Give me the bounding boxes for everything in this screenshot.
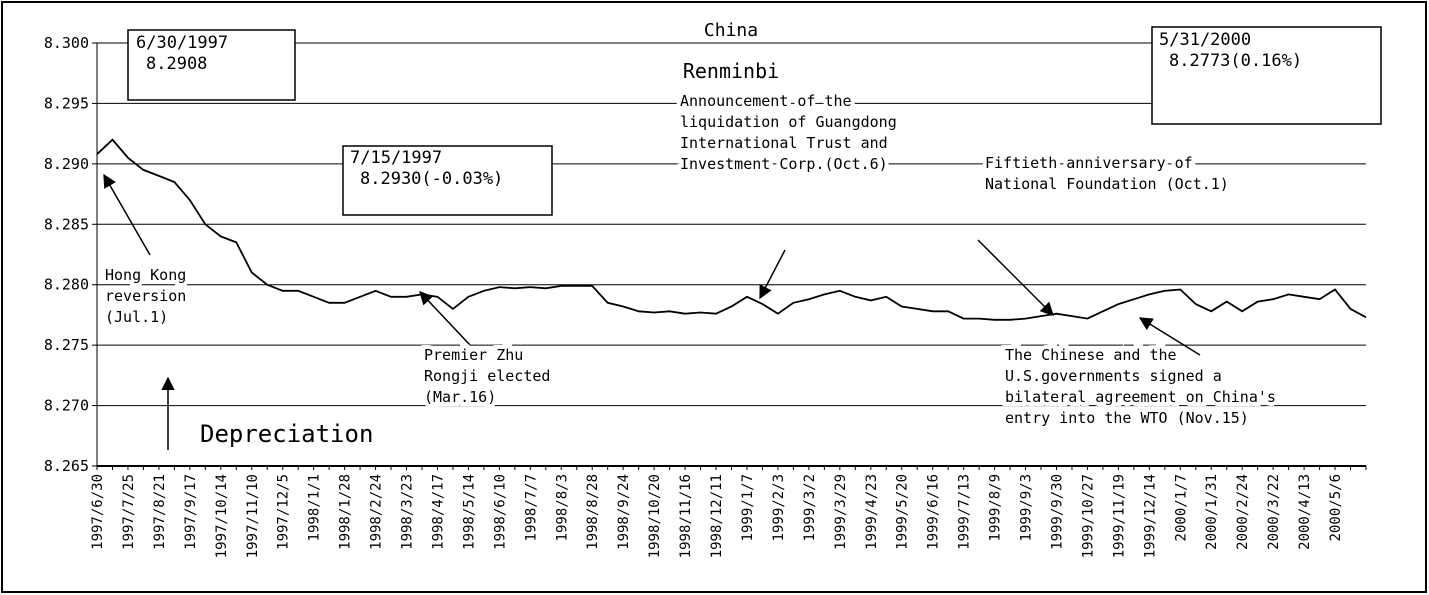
x-tick-label: 1998/5/14 <box>461 474 477 550</box>
x-tick-label: 1998/2/24 <box>369 474 385 550</box>
annotation-text: Depreciation <box>200 420 373 448</box>
y-tick-label: 8.290 <box>44 155 89 173</box>
grid: 8.265 8.270 8.275 8.280 8.285 8.290 8.295 8.300… <box>44 34 1367 558</box>
x-tick-label: 1998/9/24 <box>616 474 632 550</box>
x-tick-label: 1999/2/3 <box>771 474 787 541</box>
x-tick-label: 1999/10/27 <box>1080 474 1096 558</box>
annotation-text: Announcement of the <box>680 92 852 110</box>
x-tick-label: 1999/5/20 <box>895 474 911 550</box>
arrow <box>103 173 151 256</box>
annotation-text: Fiftieth anniversary of <box>985 154 1193 172</box>
annotation-text: 6/30/1997 <box>136 33 228 53</box>
arrow <box>759 249 786 300</box>
x-tick-label: 1999/9/30 <box>1049 474 1065 550</box>
annotation-text: Hong Kong <box>105 266 186 284</box>
x-tick-label: 1998/4/17 <box>430 474 446 550</box>
annotation-text: (Mar.16) <box>424 388 496 406</box>
x-tick-label: 1998/3/23 <box>400 474 416 550</box>
x-tick-label: 1999/8/9 <box>988 474 1004 541</box>
x-tick-label: 2000/2/24 <box>1235 474 1251 550</box>
x-tick-label: 1997/9/17 <box>183 474 199 550</box>
x-tick-label: 1999/6/16 <box>926 474 942 550</box>
annotation-text: bilateral agreement on China's <box>1005 388 1276 406</box>
x-tick-label: 1998/12/11 <box>709 474 725 558</box>
annotation-text: 8.2908 <box>146 54 207 74</box>
x-tick-label: 2000/1/31 <box>1204 474 1220 550</box>
x-tick-label: 1999/7/13 <box>957 474 973 550</box>
annotation-text: entry into the WTO (Nov.15) <box>1005 409 1249 427</box>
annotation-text: National Foundation (Oct.1) <box>985 175 1229 193</box>
annotation-text: Rongji elected <box>424 367 550 385</box>
annotation-text: 5/31/2000 <box>1159 30 1251 50</box>
x-tick-label: 1998/8/28 <box>585 474 601 550</box>
y-tick-label: 8.270 <box>44 397 89 415</box>
x-tick-label: 1997/10/14 <box>214 474 230 558</box>
x-tick-label: 1998/10/20 <box>647 474 663 558</box>
arrows <box>103 173 1201 450</box>
x-tick-label: 1999/3/2 <box>802 474 818 541</box>
annotation-text: International Trust and <box>680 134 888 152</box>
annotation-box <box>1151 26 1382 125</box>
line <box>96 138 1367 321</box>
x-tick-label: 1997/8/21 <box>152 474 168 550</box>
x-tick-label: 1998/1/28 <box>338 474 354 550</box>
annotation-text: 7/15/1997 <box>350 148 442 168</box>
annotation-text: The Chinese and the <box>1005 346 1177 364</box>
x-tick-label: 1999/3/29 <box>833 474 849 550</box>
annotation-text: Investment Corp.(Oct.6) <box>680 155 888 173</box>
x-tick-label: 2000/3/22 <box>1266 474 1282 550</box>
x-tick-label: 2000/4/13 <box>1297 474 1313 550</box>
y-tick-label: 8.265 <box>44 457 89 475</box>
y-tick-label: 8.295 <box>44 94 89 112</box>
x-tick-label: 1998/6/10 <box>492 474 508 550</box>
x-tick-label: 1997/7/25 <box>121 474 137 550</box>
annotation-text: 8.2773(0.16%) <box>1169 51 1302 71</box>
y-tick-label: 8.275 <box>44 336 89 354</box>
arrow <box>1138 317 1201 356</box>
x-tick-label: 1998/11/16 <box>678 474 694 558</box>
x-tick-label: 1997/12/5 <box>276 474 292 550</box>
x-tick-label: 1999/9/3 <box>1019 474 1035 541</box>
x-tick-label: 2000/5/6 <box>1328 474 1344 541</box>
annotation-box <box>127 29 296 101</box>
x-tick-label: 1999/11/19 <box>1111 474 1127 558</box>
plot <box>96 138 1367 321</box>
annotation-text: 8.2930(-0.03%) <box>360 169 503 189</box>
y-tick-label: 8.285 <box>44 215 89 233</box>
annotation-text: liquidation of Guangdong <box>680 113 897 131</box>
annotation-text: reversion <box>105 287 186 305</box>
chart-subtitle: Renminbi <box>683 59 779 83</box>
y-tick-label: 8.280 <box>44 276 89 294</box>
x-tick-label: 1998/1/1 <box>307 474 323 541</box>
x-tick-label: 1999/4/23 <box>864 474 880 550</box>
x-tick-label: 2000/1/7 <box>1173 474 1189 541</box>
annotation-text: U.S.governments signed a <box>1005 367 1222 385</box>
y-tick-label: 8.300 <box>44 34 89 52</box>
x-tick-label: 1998/8/3 <box>554 474 570 541</box>
arrow <box>419 291 471 346</box>
x-tick-label: 1997/6/30 <box>90 474 106 550</box>
x-tick-label: 1999/12/14 <box>1142 474 1158 558</box>
annotation-text: Premier Zhu <box>424 346 523 364</box>
chart-title: China <box>704 20 758 41</box>
x-tick-label: 1999/1/7 <box>740 474 756 541</box>
x-tick-label: 1998/7/7 <box>523 474 539 541</box>
annotation-box <box>342 145 553 216</box>
arrow <box>977 239 1054 316</box>
x-tick-label: 1997/11/10 <box>245 474 261 558</box>
annotation-text: (Jul.1) <box>105 308 168 326</box>
